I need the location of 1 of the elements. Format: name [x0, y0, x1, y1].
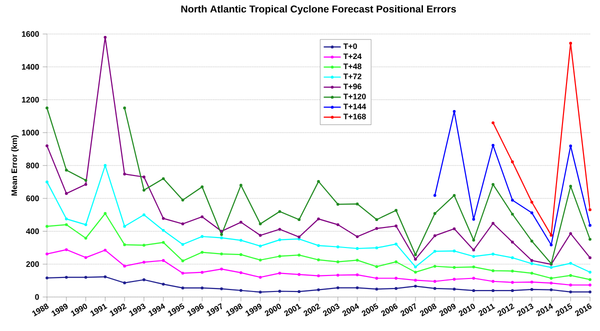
chart-title: North Atlantic Tropical Cyclone Forecast Positional Errors [181, 5, 456, 14]
